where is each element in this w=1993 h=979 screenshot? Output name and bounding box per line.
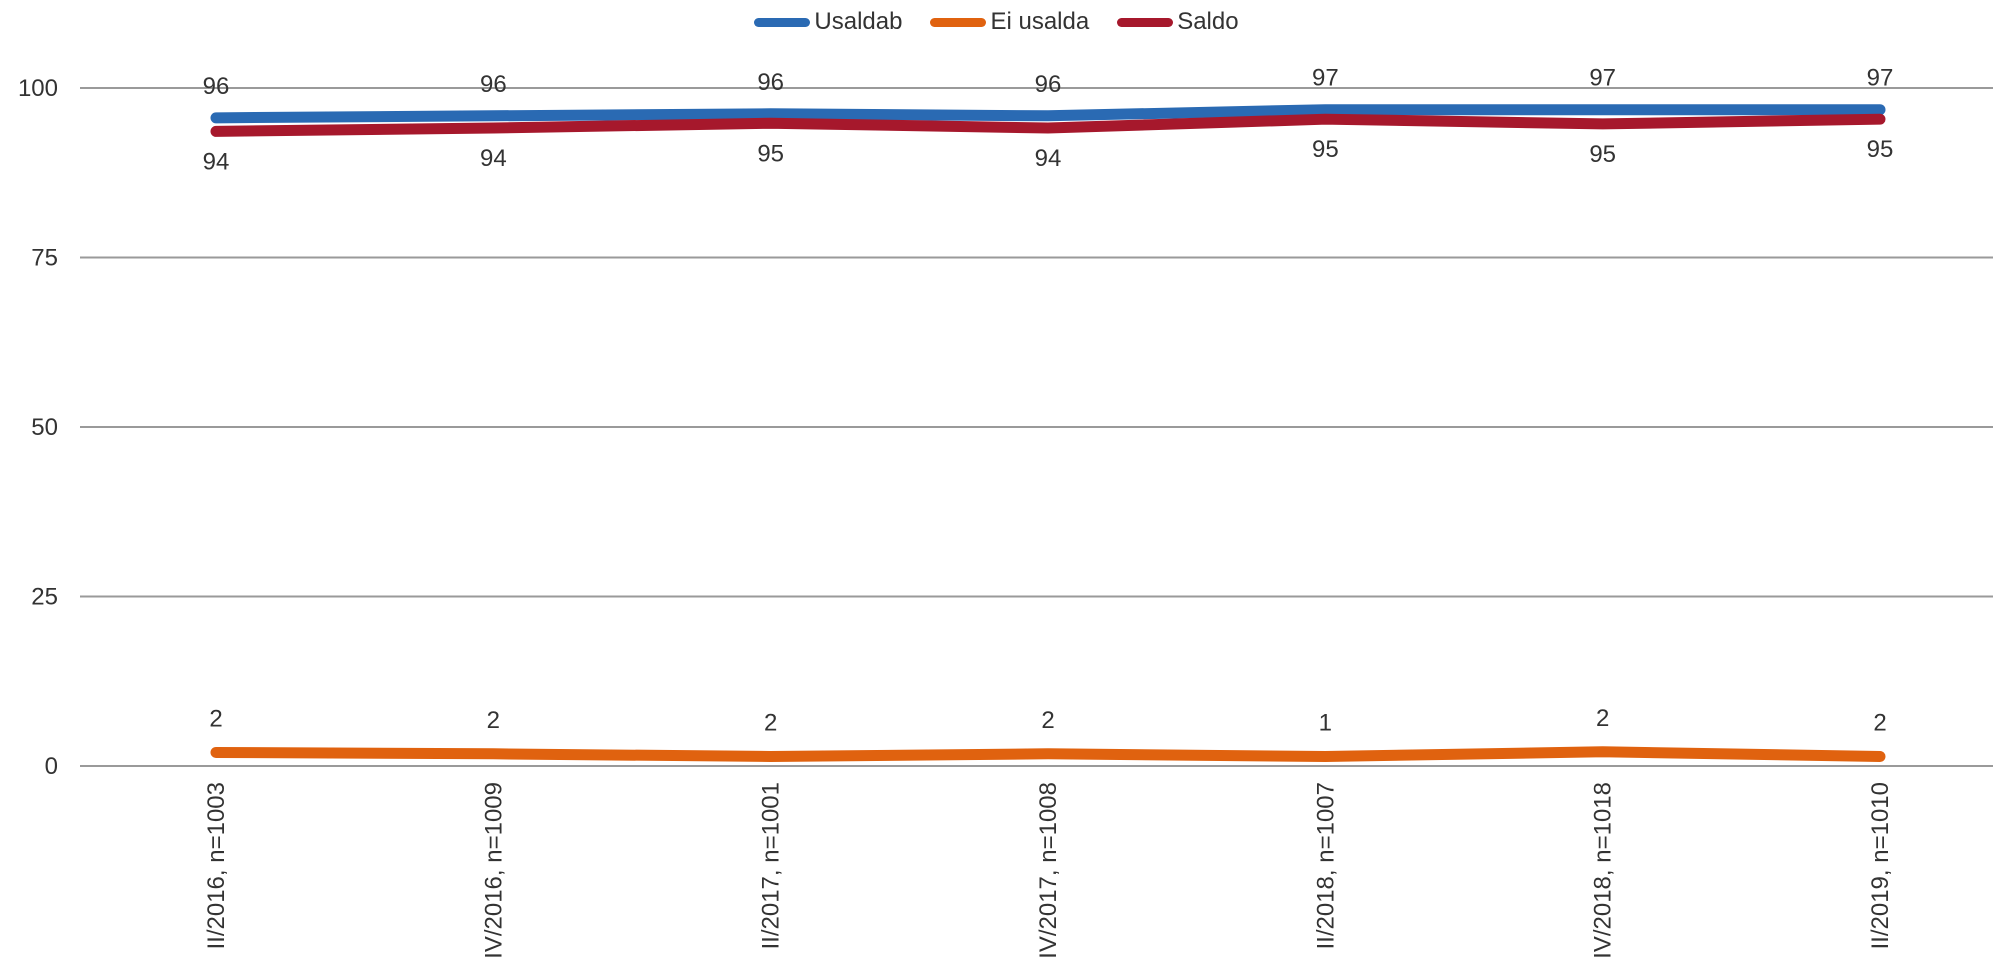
x-tick-label: IV/2018, n=1018 — [1590, 782, 1617, 959]
legend-swatch — [930, 17, 987, 27]
data-label: 94 — [1035, 145, 1062, 172]
data-label: 97 — [1312, 65, 1339, 92]
series-line — [210, 746, 1886, 763]
data-label: 94 — [203, 148, 230, 175]
data-label: 95 — [1867, 136, 1894, 163]
legend-label: Ei usalda — [990, 8, 1090, 35]
legend-item: Usaldab — [754, 8, 902, 36]
y-tick-label: 100 — [18, 75, 58, 102]
legend-swatch — [1117, 17, 1174, 27]
y-tick-label: 50 — [31, 414, 58, 441]
data-label: 97 — [1867, 65, 1894, 92]
legend-label: Saldo — [1177, 8, 1239, 35]
legend-swatch — [754, 17, 811, 27]
legend-label: Usaldab — [814, 8, 903, 35]
data-label: 2 — [1596, 705, 1609, 732]
series-line — [210, 104, 1886, 124]
x-tick-label: IV/2017, n=1008 — [1035, 782, 1062, 959]
x-tick-label: II/2019, n=1010 — [1867, 782, 1894, 949]
data-label: 1 — [1319, 710, 1332, 737]
x-tick-label: II/2016, n=1003 — [203, 782, 230, 949]
data-label: 96 — [203, 73, 230, 100]
x-tick-label: IV/2016, n=1009 — [480, 782, 507, 959]
data-label: 97 — [1589, 65, 1616, 92]
data-label: 96 — [480, 71, 507, 98]
data-label: 95 — [1589, 141, 1616, 168]
y-tick-label: 75 — [31, 245, 58, 272]
data-label: 2 — [487, 707, 500, 734]
data-label: 95 — [1312, 136, 1339, 163]
y-tick-label: 0 — [45, 753, 58, 780]
data-label: 96 — [1035, 71, 1062, 98]
data-label: 2 — [209, 705, 222, 732]
data-label: 2 — [764, 710, 777, 737]
data-label: 94 — [480, 145, 507, 172]
legend-item: Ei usalda — [930, 8, 1089, 36]
data-label: 2 — [1873, 710, 1886, 737]
x-tick-label: II/2018, n=1007 — [1312, 782, 1339, 949]
data-label: 2 — [1041, 707, 1054, 734]
legend-item: Saldo — [1117, 8, 1239, 36]
y-tick-label: 25 — [31, 584, 58, 611]
data-label: 95 — [757, 140, 784, 167]
data-label: 96 — [757, 69, 784, 96]
series-line — [210, 113, 1886, 137]
chart-legend: Usaldab Ei usalda Saldo — [0, 7, 1993, 37]
x-tick-label: II/2017, n=1001 — [758, 782, 785, 949]
